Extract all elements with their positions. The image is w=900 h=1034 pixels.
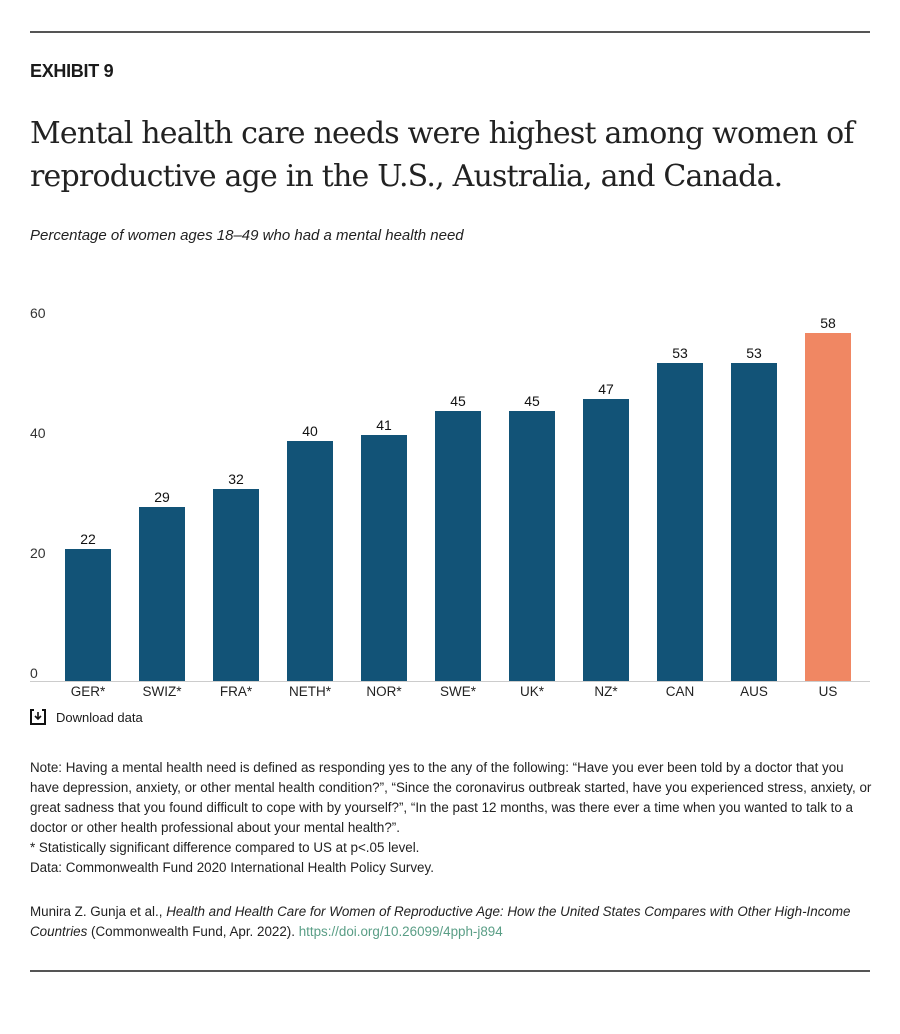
bar-swe [435,411,481,681]
y-tick-label: 0 [30,665,38,681]
citation-authors: Munira Z. Gunja et al., [30,904,167,919]
x-tick-label: SWIZ* [143,684,183,699]
data-label: 47 [598,381,614,397]
bar-can [657,363,703,681]
data-label: 58 [820,315,836,331]
top-rule [30,31,870,33]
note-significance: * Statistically significant difference c… [30,840,420,855]
data-label: 45 [450,393,466,409]
notes: Note: Having a mental health need is def… [30,758,875,878]
exhibit-label: EXHIBIT 9 [30,61,114,81]
chart-title: Mental health care needs were highest am… [30,116,854,194]
x-tick-label: FRA* [220,684,253,699]
bar-nz [583,399,629,681]
bottom-rule [30,970,870,972]
x-tick-label: SWE* [440,684,477,699]
data-label: 32 [228,471,244,487]
bar-ger [65,549,111,681]
citation-publisher: (Commonwealth Fund, Apr. 2022). [87,924,299,939]
data-label: 29 [154,489,170,505]
data-label: 53 [672,345,688,361]
x-tick-label: NETH* [289,684,332,699]
x-tick-label: US [819,684,838,699]
x-tick-label: AUS [740,684,768,699]
y-tick-label: 40 [30,425,46,441]
note-data-source: Data: Commonwealth Fund 2020 Internation… [30,860,434,875]
bar-us [805,333,851,681]
data-label: 53 [746,345,762,361]
x-tick-label: UK* [520,684,545,699]
bar-nor [361,435,407,681]
bar-chart: 0 20 40 60 22 GER* 29 SWIZ* 32 FRA* 40 NETH* 41 NOR* 4… [30,305,870,699]
doi-link[interactable]: https://doi.org/10.26099/4pph-j894 [298,924,503,939]
bar-neth [287,441,333,681]
x-tick-label: NZ* [594,684,618,699]
x-tick-label: NOR* [366,684,402,699]
bar-aus [731,363,777,681]
download-icon [30,709,46,725]
download-data-button[interactable]: Download data [30,709,143,725]
citation-work: Health and Health Care for Women of Repr… [30,904,851,939]
data-label: 41 [376,417,392,433]
note-definition: Note: Having a mental health need is def… [30,760,872,835]
bar-swiz [139,507,185,681]
data-label: 22 [80,531,96,547]
bar-fra [213,489,259,681]
x-tick-label: CAN [666,684,695,699]
bar-uk [509,411,555,681]
citation: Munira Z. Gunja et al., Health and Healt… [30,902,875,942]
download-label: Download data [56,709,143,725]
y-tick-label: 60 [30,305,46,321]
x-tick-label: GER* [71,684,106,699]
data-label: 45 [524,393,540,409]
data-label: 40 [302,423,318,439]
chart-subtitle: Percentage of women ages 18–49 who had a… [30,227,464,244]
y-tick-label: 20 [30,545,46,561]
